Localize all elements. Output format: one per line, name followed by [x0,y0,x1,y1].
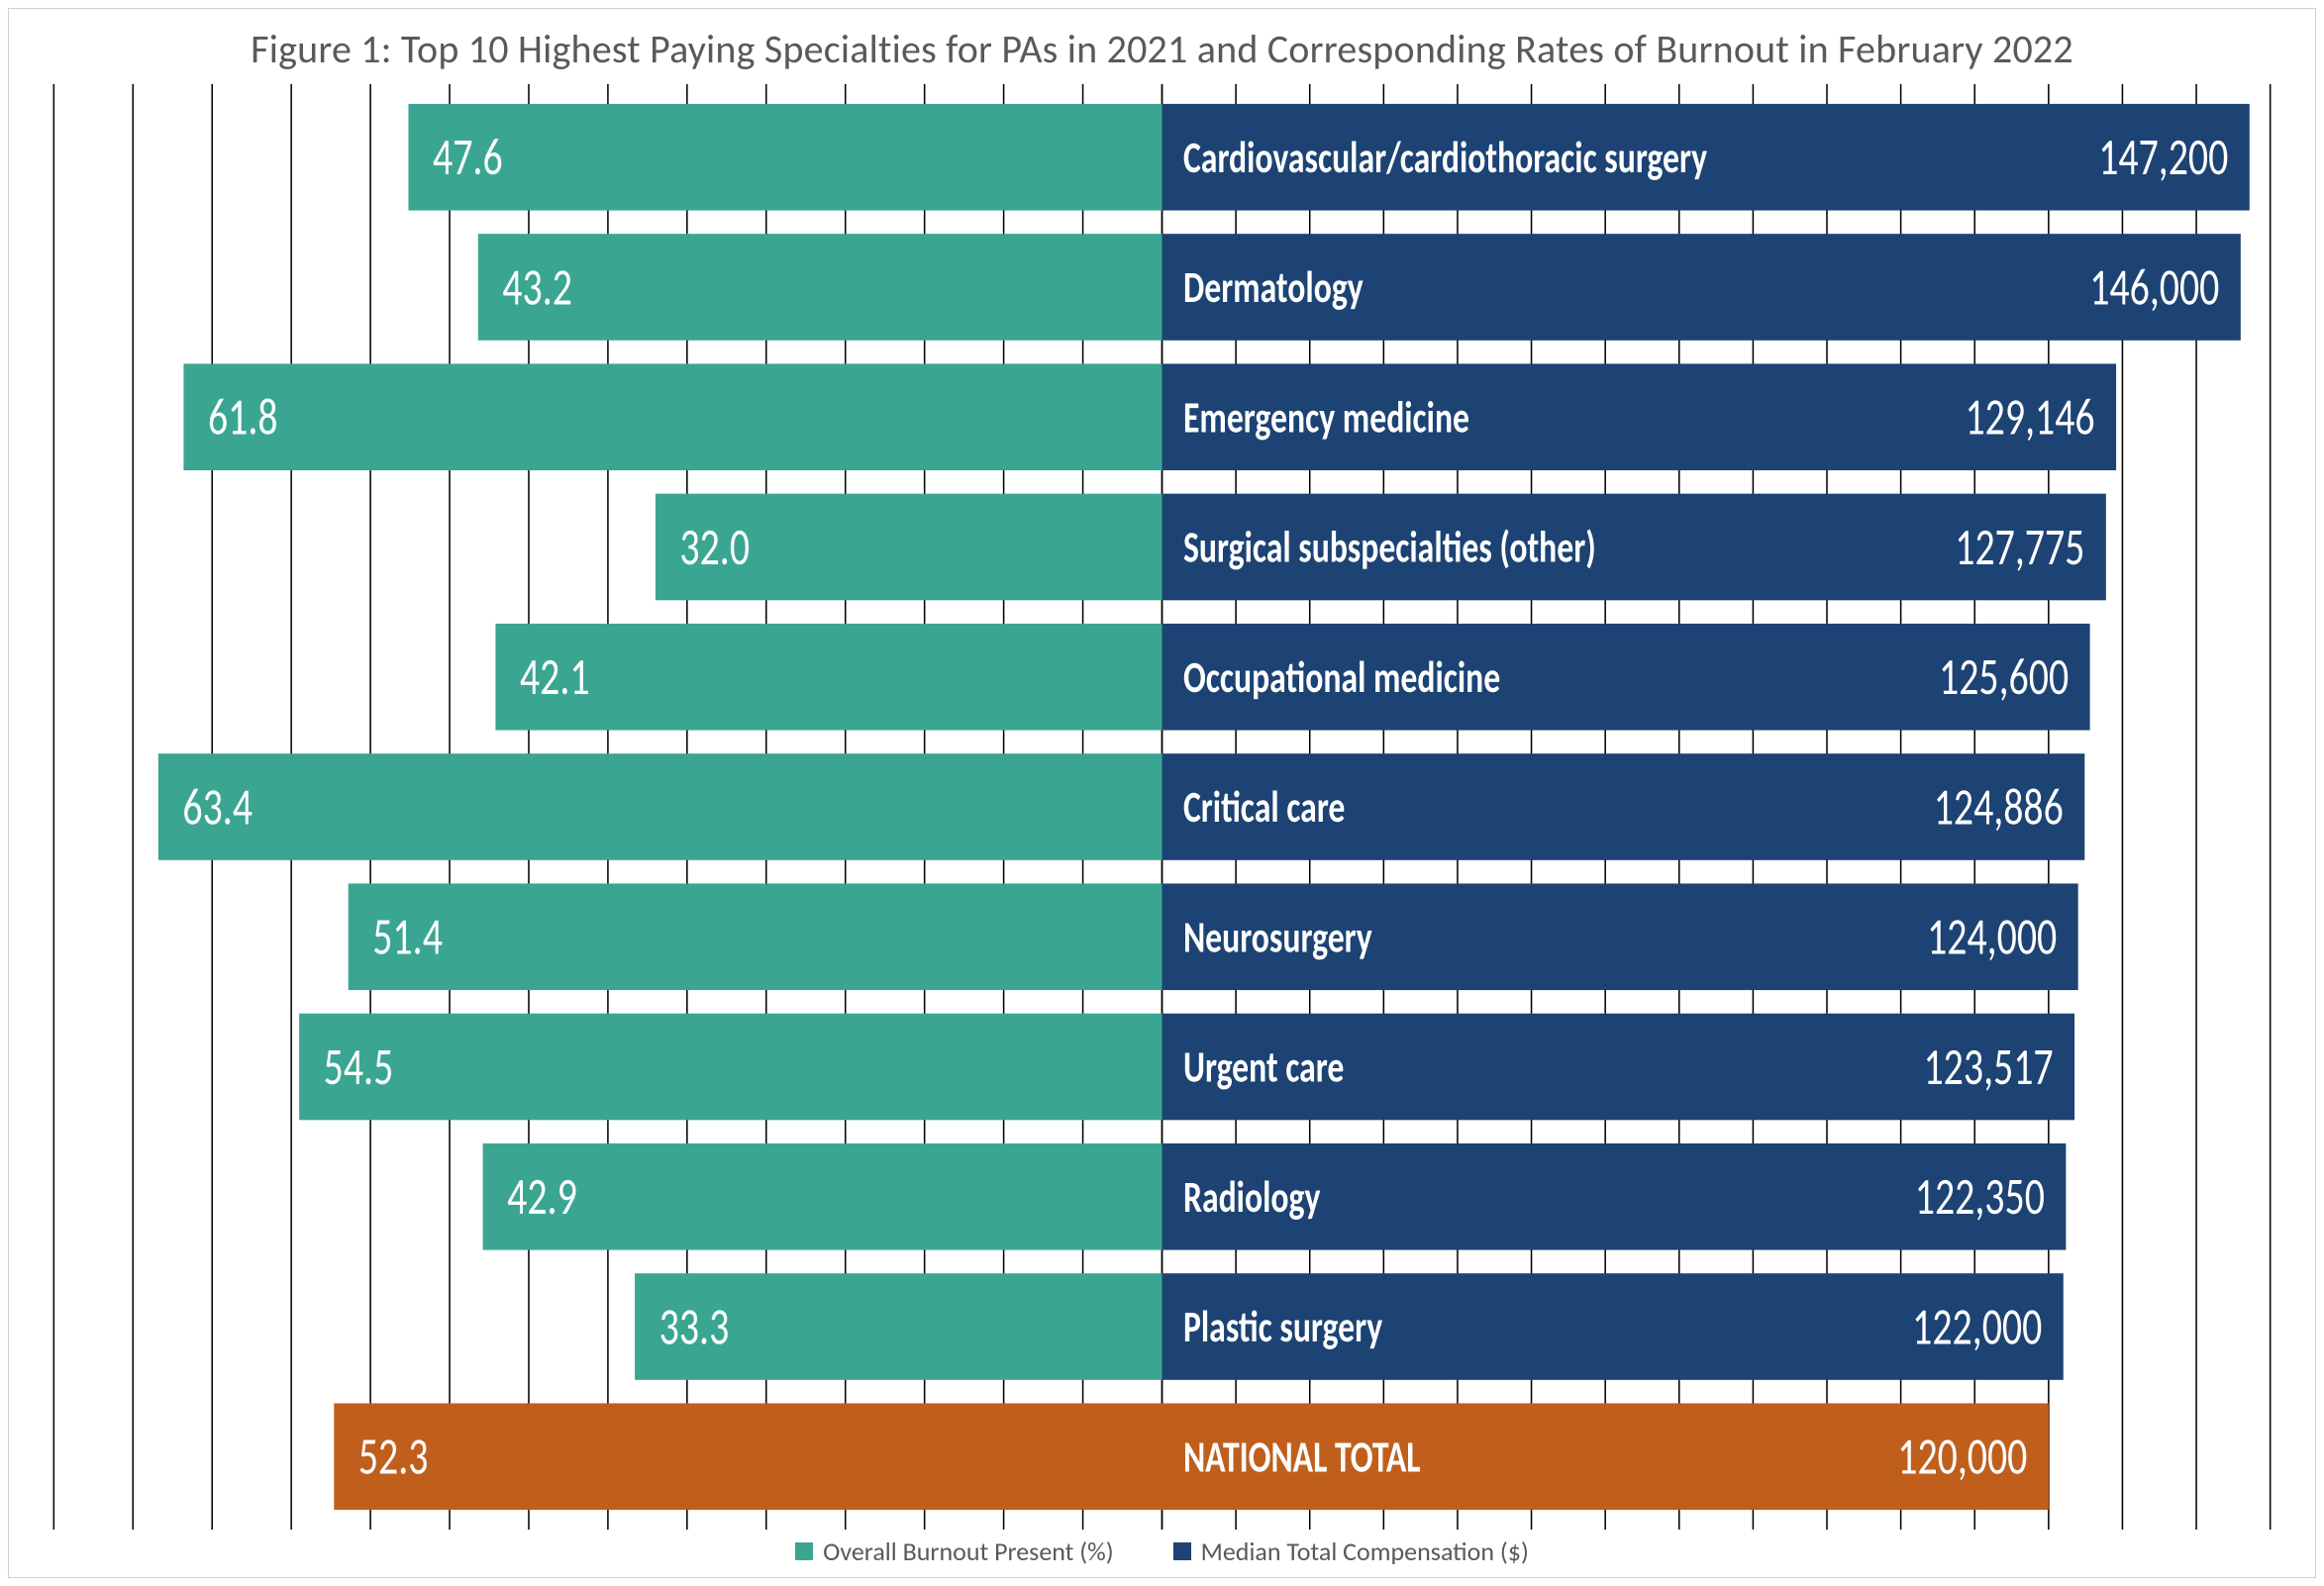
legend-swatch-compensation [1173,1542,1191,1560]
category-label: Neurosurgery [1183,910,1372,964]
category-label: Urgent care [1183,1040,1344,1094]
legend: Overall Burnout Present (%) Median Total… [39,1530,2285,1567]
compensation-value-label: 127,775 [1955,515,2084,578]
compensation-value-label: 124,886 [1934,775,2064,839]
bar-burnout-national [334,1403,1162,1510]
category-label: Dermatology [1183,259,1364,314]
chart-frame: Figure 1: Top 10 Highest Paying Specialt… [8,8,2316,1578]
chart-title: Figure 1: Top 10 Highest Paying Specialt… [39,27,2285,72]
legend-item-burnout: Overall Burnout Present (%) [795,1536,1113,1567]
legend-item-compensation: Median Total Compensation ($) [1173,1536,1529,1567]
bar-burnout [495,624,1162,731]
category-label: NATIONAL TOTAL [1183,1430,1421,1484]
burnout-value-label: 42.9 [507,1165,577,1229]
bar-burnout [483,1143,1162,1250]
burnout-value-label: 63.4 [182,775,253,839]
category-label: Surgical subspecialties (other) [1183,520,1596,574]
burnout-value-label: 52.3 [358,1425,429,1488]
burnout-value-label: 47.6 [433,126,503,189]
compensation-value-label: 125,600 [1939,645,2069,709]
category-label: Cardiovascular/cardiothoracic surgery [1183,130,1707,184]
burnout-value-label: 51.4 [372,905,443,968]
legend-swatch-burnout [795,1542,813,1560]
compensation-value-label: 147,200 [2098,126,2228,189]
burnout-value-label: 42.1 [520,645,590,709]
burnout-value-label: 43.2 [502,255,572,319]
compensation-value-label: 129,146 [1965,385,2094,448]
category-label: Radiology [1183,1169,1321,1224]
bar-burnout [158,753,1162,860]
category-label: Emergency medicine [1183,390,1469,445]
legend-label-burnout: Overall Burnout Present (%) [823,1536,1113,1567]
burnout-value-label: 54.5 [324,1035,394,1098]
compensation-value-label: 120,000 [1897,1425,2027,1488]
bar-burnout [183,363,1162,470]
burnout-value-label: 32.0 [679,515,750,578]
compensation-value-label: 122,350 [1915,1165,2045,1229]
burnout-value-label: 33.3 [659,1295,730,1358]
bar-burnout [478,234,1162,341]
plot-area: 47.6 Cardiovascular/cardiothoracic surger… [39,84,2285,1530]
bar-burnout [299,1014,1162,1121]
compensation-value-label: 122,000 [1912,1295,2042,1358]
legend-label-compensation: Median Total Compensation ($) [1201,1536,1529,1567]
category-label: Critical care [1183,779,1345,834]
bar-burnout [408,104,1162,211]
category-label: Occupational medicine [1183,649,1500,704]
bar-burnout [349,883,1162,990]
compensation-value-label: 146,000 [2089,255,2219,319]
burnout-value-label: 61.8 [208,385,278,448]
plot-svg: 47.6 Cardiovascular/cardiothoracic surger… [39,84,2285,1530]
compensation-value-label: 123,517 [1923,1035,2053,1098]
category-label: Plastic surgery [1183,1299,1382,1353]
compensation-value-label: 124,000 [1927,905,2057,968]
